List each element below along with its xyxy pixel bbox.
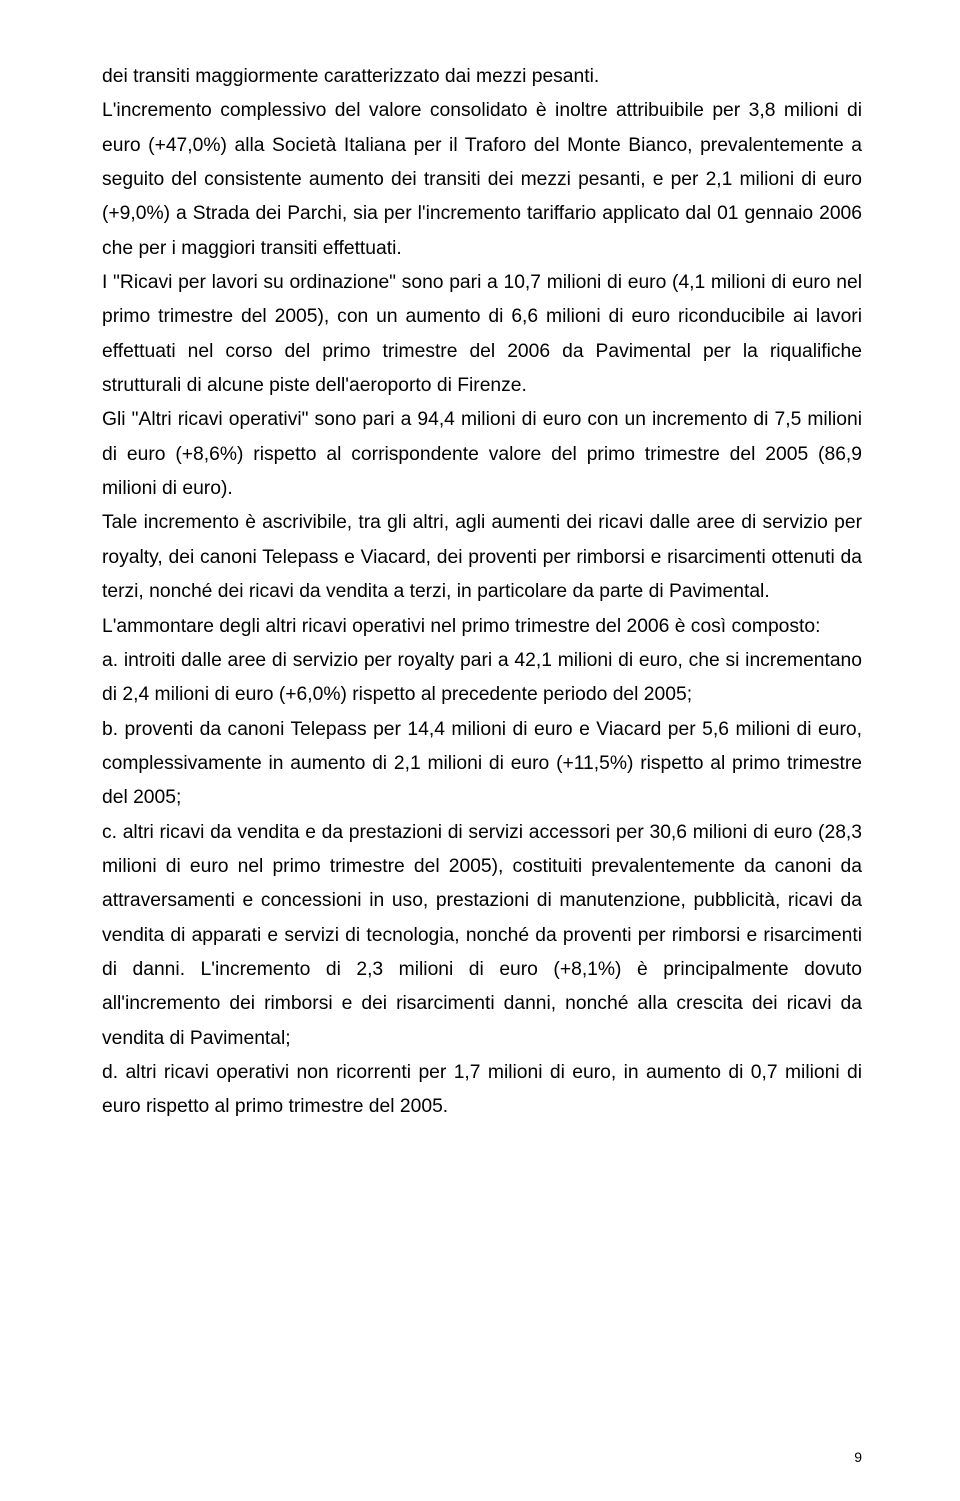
document-page: dei transiti maggiormente caratterizzato… [0, 0, 960, 1501]
body-text: dei transiti maggiormente caratterizzato… [102, 60, 862, 1125]
page-number: 9 [854, 1449, 862, 1465]
